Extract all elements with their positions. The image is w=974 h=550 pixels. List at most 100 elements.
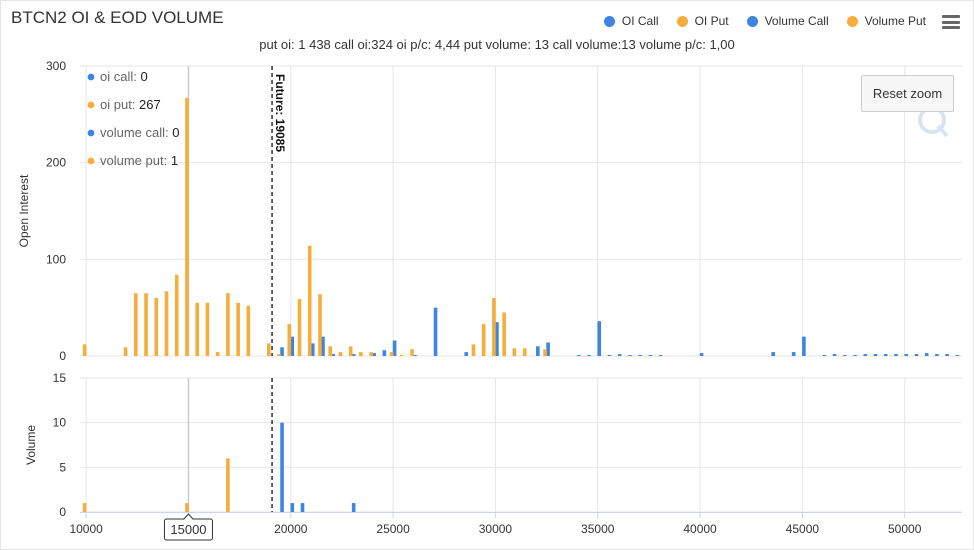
bar-oi-put <box>123 347 128 356</box>
x-tick-label: 30000 <box>479 522 513 536</box>
bar-volume-put <box>226 458 230 512</box>
y-tick-label: 100 <box>46 252 66 266</box>
bar-oi-call <box>638 355 642 356</box>
bar-oi-put <box>297 298 302 356</box>
legend-item-volume-put[interactable]: Volume Put <box>846 14 926 28</box>
legend-dot-icon <box>846 15 858 27</box>
y-tick-label: 10 <box>53 416 67 430</box>
tooltip-item: volume call: 0 <box>100 125 179 140</box>
bar-oi-call <box>576 355 581 356</box>
bar-oi-call <box>832 354 837 356</box>
bar-volume-call <box>290 503 295 512</box>
bar-oi-put <box>481 324 486 356</box>
legend-item-volume-call[interactable]: Volume Call <box>746 14 829 28</box>
bar-oi-call <box>822 355 827 356</box>
tooltip-item-value: 0 <box>172 125 179 140</box>
x-tick-label: 25000 <box>376 522 410 536</box>
bar-oi-call <box>464 352 469 356</box>
bar-oi-put <box>144 293 148 356</box>
tooltip-item-label: oi call: <box>100 69 140 84</box>
bar-oi-put <box>369 352 373 356</box>
y-tick-label: 0 <box>59 505 66 519</box>
y-axis-label: Open Interest <box>17 174 31 247</box>
bar-oi-put <box>185 97 189 357</box>
x-tick-label: 50000 <box>888 522 922 536</box>
x-tick-label: 20000 <box>274 522 308 536</box>
bar-oi-put <box>246 305 251 356</box>
bar-oi-put <box>277 354 281 356</box>
tooltip-item-label: oi put: <box>100 97 139 112</box>
bar-oi-put <box>215 352 220 356</box>
y-tick-label: 15 <box>53 371 67 385</box>
legend-dot-icon <box>676 15 688 27</box>
legend-dot-icon <box>746 15 758 27</box>
x-tick-label: 40000 <box>683 522 717 536</box>
bar-oi-call <box>628 355 632 356</box>
y-tick-label: 5 <box>59 460 66 474</box>
tooltip-dot-icon <box>87 101 95 109</box>
tooltip-item: oi put: 267 <box>100 97 161 112</box>
y-tick-label: 0 <box>59 349 66 363</box>
bar-oi-call <box>290 336 295 356</box>
crosshair-label: 15000 <box>170 522 206 537</box>
bar-oi-put <box>236 302 240 356</box>
bar-oi-call <box>802 336 806 356</box>
bar-oi-put <box>154 298 159 356</box>
tooltip-item: volume put: 1 <box>100 153 178 168</box>
legend: OI Call OI Put Volume Call Volume Put <box>603 14 926 28</box>
bar-oi-call <box>904 354 908 356</box>
bar-oi-call <box>843 355 847 356</box>
legend-item-oi-put[interactable]: OI Put <box>676 14 729 28</box>
bar-oi-call <box>873 354 878 356</box>
reset-zoom-button[interactable]: Reset zoom <box>861 75 954 112</box>
bar-oi-call <box>894 354 898 356</box>
bar-oi-call <box>433 307 438 356</box>
bar-oi-call <box>924 353 929 356</box>
bar-oi-call <box>331 354 336 356</box>
tooltip-item-value: 0 <box>140 69 147 84</box>
legend-label: OI Call <box>621 14 659 28</box>
bar-oi-call <box>617 354 622 356</box>
bar-oi-put <box>359 352 363 356</box>
y-tick-label: 200 <box>46 156 66 170</box>
bar-oi-call <box>863 354 868 356</box>
crosshair-label-pointer <box>183 513 194 520</box>
bar-volume-call <box>280 422 284 512</box>
bar-oi-put <box>164 291 169 356</box>
bar-oi-call <box>914 354 919 356</box>
bar-oi-put <box>502 312 506 356</box>
bar-oi-call <box>945 354 949 356</box>
y-axis-label: Volume <box>24 425 38 465</box>
bar-oi-put <box>318 294 322 356</box>
legend-item-oi-call[interactable]: OI Call <box>603 14 659 28</box>
tooltip-dot-icon <box>87 129 95 137</box>
bar-oi-call <box>771 352 775 356</box>
bar-oi-put <box>338 352 343 356</box>
bar-oi-put <box>471 344 476 356</box>
bar-oi-call <box>321 336 325 356</box>
bar-oi-put <box>287 324 292 356</box>
x-tick-label: 10000 <box>69 522 103 536</box>
bar-oi-put <box>82 344 87 356</box>
bar-oi-put <box>389 352 394 356</box>
bar-oi-call <box>392 340 397 356</box>
legend-label: Volume Call <box>764 14 829 28</box>
tooltip-dot-icon <box>87 73 95 81</box>
bar-oi-put <box>543 349 547 356</box>
x-tick-label: 45000 <box>786 522 820 536</box>
hamburger-menu-icon[interactable] <box>942 15 960 29</box>
bar-oi-call <box>351 354 356 356</box>
bar-oi-call <box>699 353 704 356</box>
bar-oi-call <box>310 343 315 356</box>
bar-oi-call <box>597 321 602 356</box>
bar-oi-call <box>587 355 591 356</box>
tooltip-item-value: 267 <box>139 97 161 112</box>
bar-oi-call <box>648 355 653 356</box>
chart-title: BTCN2 OI & EOD VOLUME <box>11 8 224 27</box>
bar-oi-put <box>410 349 414 356</box>
watermark-logo-icon <box>918 106 949 138</box>
bar-oi-call <box>372 353 376 356</box>
bar-oi-call <box>853 355 857 356</box>
